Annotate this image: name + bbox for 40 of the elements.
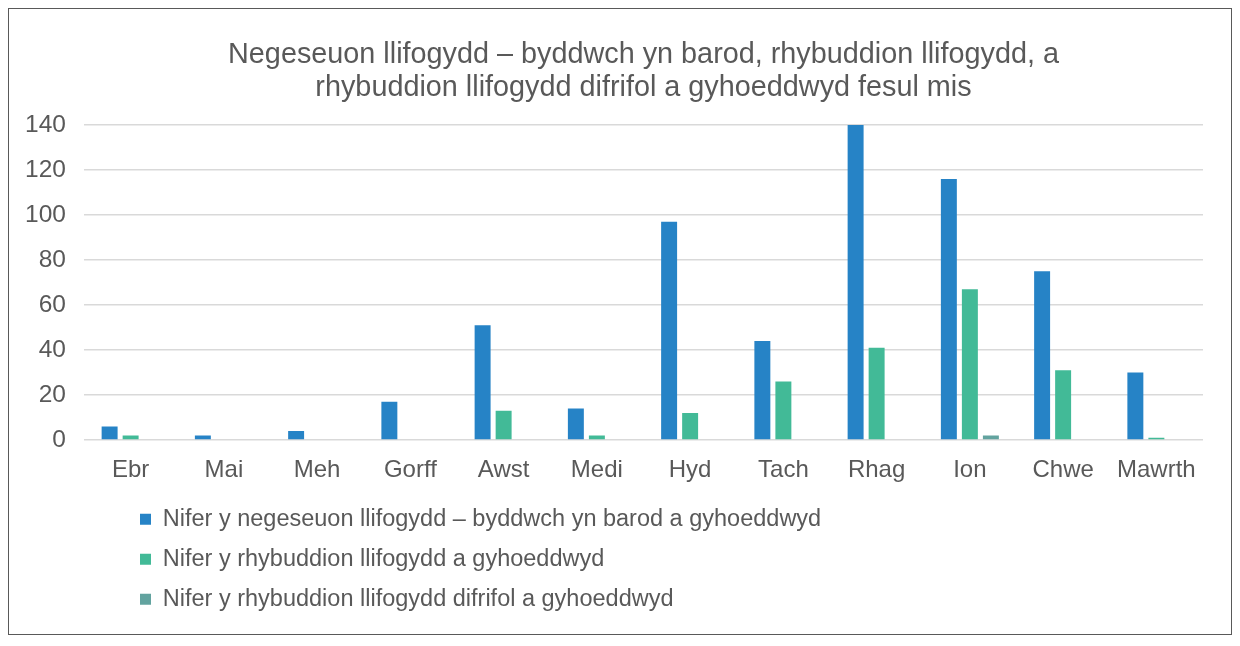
- bar: [474, 325, 491, 440]
- bar: [1127, 372, 1144, 440]
- bar: [940, 179, 957, 440]
- y-tick-label: 80: [38, 244, 66, 272]
- y-tick-label: 120: [25, 154, 66, 182]
- bar: [288, 431, 305, 440]
- bar: [754, 341, 771, 440]
- bar: [1034, 271, 1051, 440]
- x-tick-label: Chwe: [1032, 455, 1094, 483]
- y-tick-label: 0: [52, 424, 66, 452]
- legend-label: Nifer y rhybuddion llifogydd a gyhoeddwyd: [162, 544, 605, 571]
- y-tick-label: 60: [38, 289, 66, 317]
- y-tick-label: 100: [25, 199, 66, 227]
- x-tick-label: Mai: [204, 455, 244, 483]
- bar: [868, 347, 885, 440]
- bar: [567, 408, 584, 440]
- x-tick-label: Ion: [953, 455, 987, 483]
- y-tick-label: 140: [25, 109, 66, 137]
- y-tick-label: 40: [38, 334, 66, 362]
- x-tick-label: Hyd: [668, 455, 712, 483]
- bar: [961, 289, 978, 440]
- x-tick-label: Awst: [477, 455, 530, 483]
- bar: [495, 410, 512, 440]
- bar: [381, 401, 398, 440]
- bar: [775, 381, 792, 440]
- bar: [1055, 370, 1072, 440]
- bar: [661, 221, 678, 440]
- x-tick-label: Mawrth: [1117, 455, 1196, 483]
- x-tick-label: Rhag: [847, 455, 906, 483]
- y-tick-label: 20: [38, 379, 66, 407]
- x-tick-label: Ebr: [111, 455, 150, 483]
- chart-title: Negeseuon llifogydd – byddwch yn barod, rhybuddion llifogydd, a rhybuddion llifogydd difrifol a gyhoeddwyd fesul mis: [228, 37, 1060, 103]
- x-tick-label: Meh: [293, 455, 341, 483]
- x-tick-label: Medi: [570, 455, 623, 483]
- legend-label: Nifer y negeseuon llifogydd – byddwch yn barod a gyhoeddwyd: [162, 504, 822, 531]
- bar: [682, 413, 699, 440]
- x-tick-label: Gorff: [383, 455, 438, 483]
- bar: [847, 125, 864, 440]
- x-tick-label: Tach: [758, 455, 809, 483]
- bar: [101, 426, 118, 440]
